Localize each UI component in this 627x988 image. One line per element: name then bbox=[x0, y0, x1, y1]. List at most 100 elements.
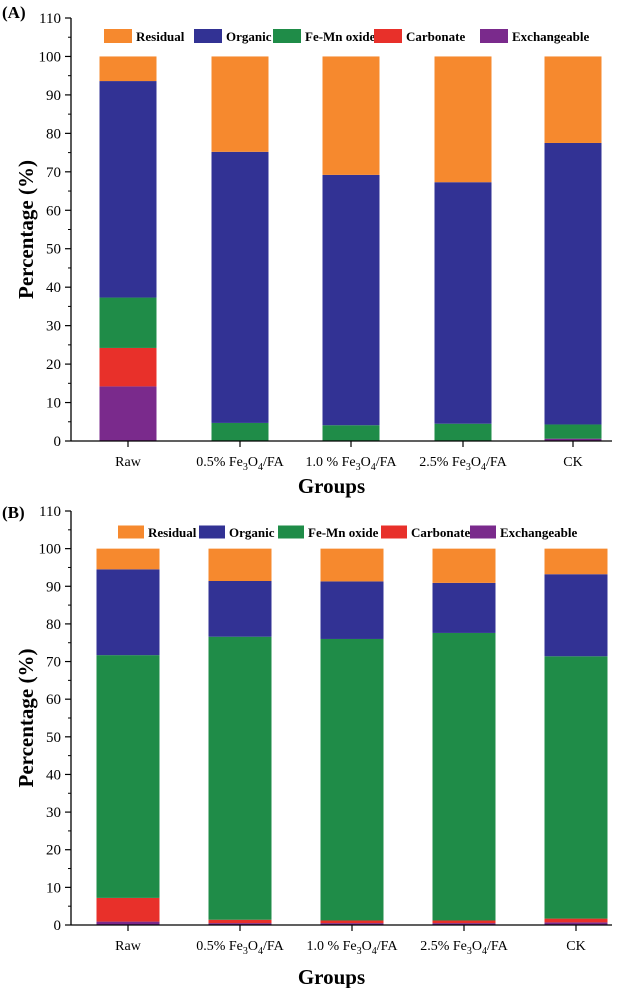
legend-label-b-residual: Residual bbox=[148, 525, 197, 540]
y-tick-label-a-50: 50 bbox=[46, 242, 61, 258]
legend-swatch-b-exchangeable bbox=[470, 525, 496, 539]
x-tick-label-a-0-5-fe3o4-fa: 0.5% Fe3O4/FA bbox=[196, 455, 284, 473]
y-tick-label-b-0: 0 bbox=[54, 918, 62, 934]
legend-swatch-b-fe-mn-oxide bbox=[278, 525, 304, 539]
legend-label-a-residual: Residual bbox=[136, 29, 185, 44]
x-tick-label-a-1-0-fe3o4-fa: 1.0 % Fe3O4/FA bbox=[305, 455, 397, 473]
x-tick-label-b-ck: CK bbox=[566, 939, 585, 954]
bar-segment-a-2-5-fe3o4-fa-organic bbox=[434, 182, 492, 424]
bar-segment-b-ck-carbonate bbox=[544, 918, 608, 923]
panel-a-chart: 0 10 20 30 40 50 60 70 80 90 100 110 Raw 0.5% Fe3O4/F… bbox=[2, 3, 612, 498]
bar-segment-b-ck-exchangeable bbox=[544, 922, 608, 925]
bar-segment-b-ck-fe-mn-oxide bbox=[544, 656, 608, 919]
y-tick-label-a-20: 20 bbox=[46, 357, 61, 373]
bar-segment-a-ck-exchangeable bbox=[544, 438, 602, 441]
bar-segment-b-raw-exchangeable bbox=[96, 921, 160, 925]
legend-label-b-organic: Organic bbox=[229, 525, 275, 540]
y-tick-label-a-10: 10 bbox=[46, 396, 61, 412]
bar-segment-b-1-0-fe3o4-fa-fe-mn-oxide bbox=[320, 638, 384, 921]
y-tick-label-a-100: 100 bbox=[39, 49, 62, 65]
bar-segment-b-0-5-fe3o4-fa-residual bbox=[208, 548, 272, 582]
x-axis-title-b: Groups bbox=[298, 965, 365, 988]
bar-segment-b-raw-fe-mn-oxide bbox=[96, 655, 160, 898]
bar-segment-a-ck-residual bbox=[544, 56, 602, 143]
y-tick-label-b-60: 60 bbox=[46, 692, 61, 708]
y-tick-label-b-110: 110 bbox=[39, 504, 61, 520]
y-tick-label-b-100: 100 bbox=[39, 542, 62, 558]
bar-segment-b-2-5-fe3o4-fa-organic bbox=[432, 582, 496, 633]
y-tick-label-a-40: 40 bbox=[46, 280, 61, 296]
panel-label-a: (A) bbox=[2, 3, 26, 22]
y-tick-label-a-60: 60 bbox=[46, 203, 61, 219]
bar-segment-b-0-5-fe3o4-fa-carbonate bbox=[208, 919, 272, 924]
bar-segment-a-raw-organic bbox=[99, 81, 157, 298]
bar-segment-b-1-0-fe3o4-fa-organic bbox=[320, 581, 384, 639]
legend-label-a-carbonate: Carbonate bbox=[406, 29, 465, 44]
y-tick-label-b-90: 90 bbox=[46, 579, 61, 595]
bar-segment-a-1-0-fe3o4-fa-residual bbox=[322, 56, 380, 175]
y-tick-label-b-20: 20 bbox=[46, 843, 61, 859]
x-tick-label-a-raw: Raw bbox=[115, 455, 142, 470]
legend-label-b-exchangeable: Exchangeable bbox=[500, 525, 578, 540]
bar-segment-a-raw-exchangeable bbox=[99, 386, 157, 441]
y-tick-label-b-50: 50 bbox=[46, 730, 61, 746]
y-axis-title-a: Percentage (%) bbox=[14, 160, 38, 299]
bar-segment-a-ck-fe-mn-oxide bbox=[544, 424, 602, 439]
x-axis-title-a: Groups bbox=[298, 474, 365, 498]
bar-segment-b-2-5-fe3o4-fa-fe-mn-oxide bbox=[432, 632, 496, 921]
bar-segment-b-0-5-fe3o4-fa-organic bbox=[208, 581, 272, 637]
legend-label-b-carbonate: Carbonate bbox=[411, 525, 470, 540]
bar-segment-b-2-5-fe3o4-fa-residual bbox=[432, 548, 496, 583]
legend-swatch-a-carbonate bbox=[374, 29, 402, 43]
bar-segment-b-raw-organic bbox=[96, 569, 160, 656]
legend-swatch-a-exchangeable bbox=[480, 29, 508, 43]
bar-segment-a-raw-fe-mn-oxide bbox=[99, 297, 157, 348]
y-tick-label-a-90: 90 bbox=[46, 88, 61, 104]
y-tick-label-a-80: 80 bbox=[46, 126, 61, 142]
y-tick-label-a-30: 30 bbox=[46, 319, 61, 335]
bar-segment-a-ck-organic bbox=[544, 142, 602, 425]
legend-swatch-a-fe-mn-oxide bbox=[273, 29, 301, 43]
panel-label-b: (B) bbox=[2, 503, 25, 522]
bar-segment-a-1-0-fe3o4-fa-organic bbox=[322, 174, 380, 426]
legend-label-a-organic: Organic bbox=[226, 29, 272, 44]
bar-segment-a-0-5-fe3o4-fa-organic bbox=[211, 151, 269, 423]
y-tick-label-b-10: 10 bbox=[46, 880, 61, 896]
y-tick-label-b-80: 80 bbox=[46, 617, 61, 633]
bar-segment-a-raw-residual bbox=[99, 56, 157, 82]
bar-segment-a-2-5-fe3o4-fa-residual bbox=[434, 56, 492, 183]
bar-segment-a-2-5-fe3o4-fa-fe-mn-oxide bbox=[434, 423, 492, 441]
y-tick-label-a-70: 70 bbox=[46, 165, 61, 181]
bar-segment-b-2-5-fe3o4-fa-carbonate bbox=[432, 920, 496, 924]
y-tick-label-b-70: 70 bbox=[46, 655, 61, 671]
x-tick-label-a-ck: CK bbox=[563, 455, 582, 470]
legend-swatch-a-residual bbox=[104, 29, 132, 43]
y-tick-label-a-110: 110 bbox=[39, 11, 61, 27]
legend-swatch-b-residual bbox=[118, 525, 144, 539]
panel-b-chart: 0 10 20 30 40 50 60 70 80 90 100 110 Raw 0.5% Fe3O4/F… bbox=[2, 503, 612, 988]
bar-segment-a-raw-carbonate bbox=[99, 347, 157, 387]
bar-segment-a-0-5-fe3o4-fa-residual bbox=[211, 56, 269, 152]
x-tick-label-b-0-5-fe3o4-fa: 0.5% Fe3O4/FA bbox=[196, 939, 284, 957]
y-tick-label-a-0: 0 bbox=[54, 434, 62, 450]
bar-segment-b-1-0-fe3o4-fa-exchangeable bbox=[320, 923, 384, 925]
legend-label-a-exchangeable: Exchangeable bbox=[512, 29, 590, 44]
bar-segment-b-0-5-fe3o4-fa-exchangeable bbox=[208, 923, 272, 925]
bar-segment-b-raw-residual bbox=[96, 548, 160, 570]
legend-swatch-a-organic bbox=[194, 29, 222, 43]
x-tick-label-a-2-5-fe3o4-fa: 2.5% Fe3O4/FA bbox=[419, 455, 507, 473]
legend-swatch-b-organic bbox=[199, 525, 225, 539]
bar-segment-b-ck-organic bbox=[544, 574, 608, 657]
y-tick-label-b-40: 40 bbox=[46, 767, 61, 783]
bar-segment-b-1-0-fe3o4-fa-carbonate bbox=[320, 920, 384, 924]
legend-label-a-fe-mn-oxide: Fe-Mn oxide bbox=[305, 29, 376, 44]
y-tick-label-b-30: 30 bbox=[46, 805, 61, 821]
bar-segment-a-0-5-fe3o4-fa-fe-mn-oxide bbox=[211, 422, 269, 441]
x-tick-label-b-2-5-fe3o4-fa: 2.5% Fe3O4/FA bbox=[420, 939, 508, 957]
y-axis-title-b: Percentage (%) bbox=[14, 649, 38, 788]
bar-segment-b-2-5-fe3o4-fa-exchangeable bbox=[432, 923, 496, 925]
x-tick-label-b-raw: Raw bbox=[115, 939, 142, 954]
bar-segment-b-1-0-fe3o4-fa-residual bbox=[320, 548, 384, 582]
